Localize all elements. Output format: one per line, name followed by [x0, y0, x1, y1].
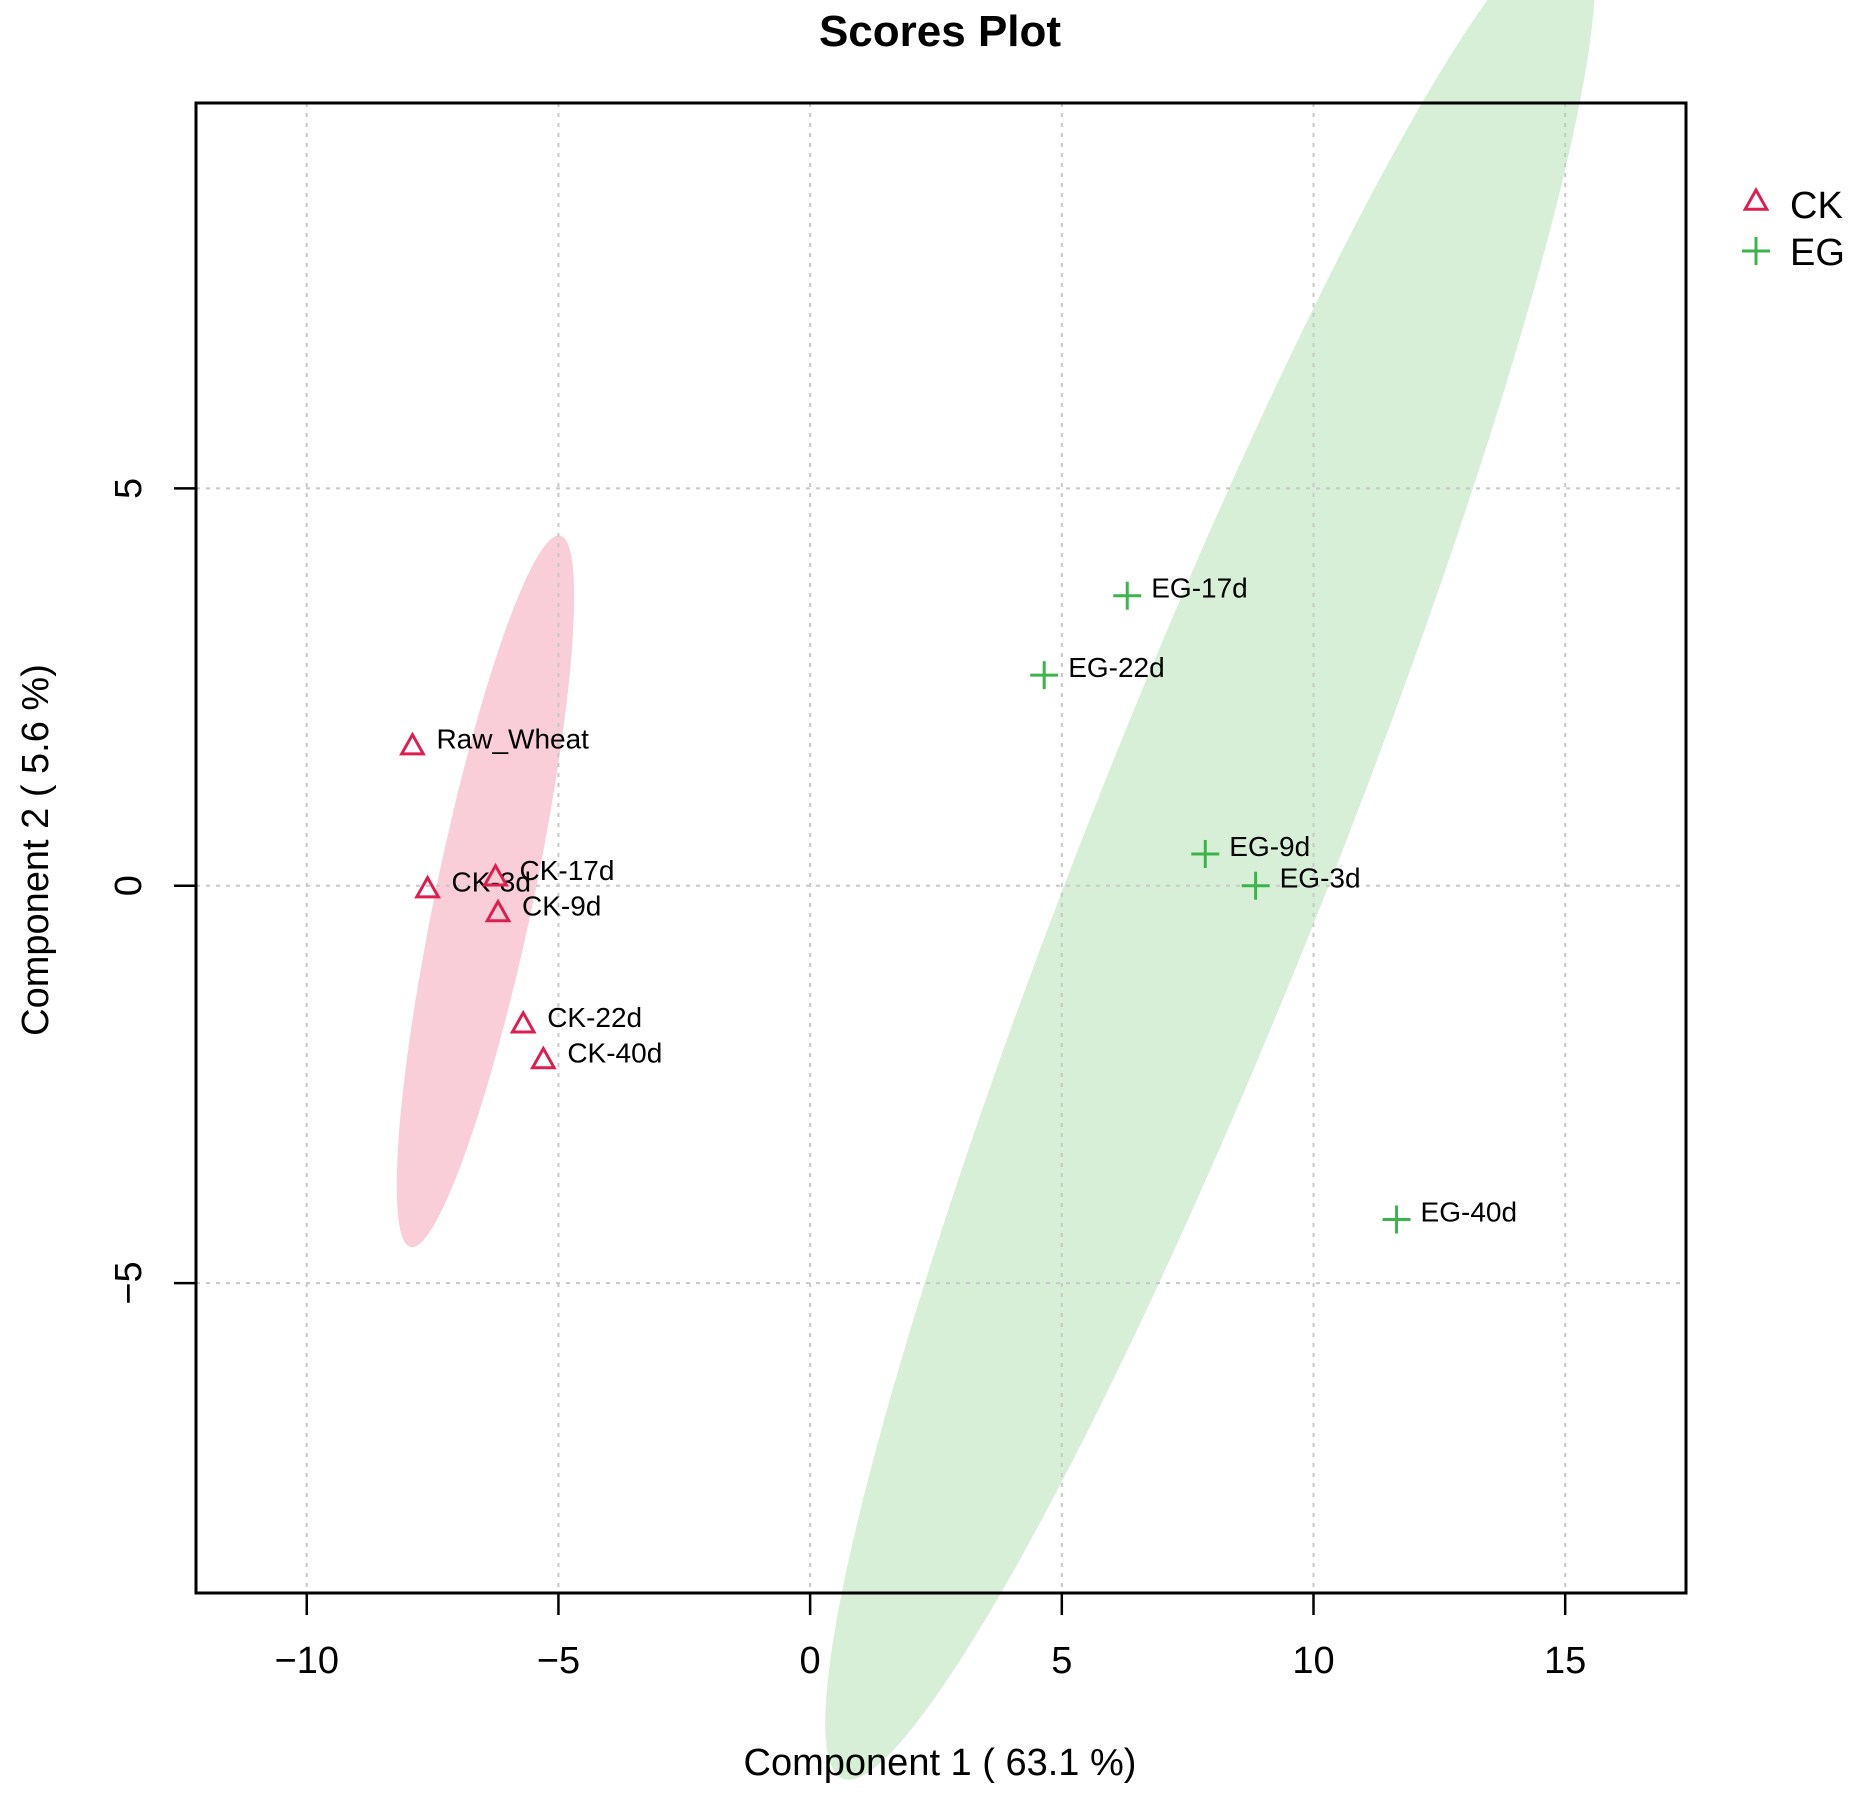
point-label-ck-17d: CK-17d [520, 855, 615, 886]
triangle-marker [484, 898, 512, 923]
triangle-marker [399, 731, 426, 756]
triangle-marker [509, 1009, 537, 1034]
x-tick-label: 5 [1051, 1640, 1072, 1682]
triangle-marker [1742, 186, 1770, 211]
x-axis: −10 −5 0 5 10 15 [275, 1593, 1586, 1682]
confidence-ellipses [396, 0, 1595, 1780]
plus-marker [1241, 871, 1270, 900]
point-label-eg-22d: EG-22d [1068, 652, 1165, 683]
plus-marker [1742, 237, 1770, 265]
point-label-ck-9d: CK-9d [522, 891, 601, 922]
point-label-eg-3d: EG-3d [1280, 863, 1361, 894]
legend: CK EG [1742, 185, 1845, 274]
y-tick-label: 5 [108, 478, 150, 499]
point-label-ck-40d: CK-40d [567, 1038, 662, 1069]
triangle-marker [414, 874, 441, 899]
x-tick-label: 0 [800, 1640, 821, 1682]
grid-lines [196, 103, 1686, 1593]
point-label-raw_wheat: Raw_Wheat [436, 724, 589, 755]
y-axis-label: Component 2 ( 5.6 %) [15, 664, 57, 1036]
x-axis-label: Component 1 ( 63.1 %) [744, 1742, 1137, 1784]
plus-marker [1191, 839, 1220, 868]
triangle-marker [482, 862, 509, 887]
plus-marker [1113, 581, 1142, 610]
point-label-eg-9d: EG-9d [1229, 831, 1310, 862]
ellipse-ck [396, 535, 575, 1248]
x-tick-label: 10 [1292, 1640, 1334, 1682]
legend-label-ck: CK [1790, 185, 1843, 227]
data-points: Raw_WheatCK-3dCK-17dCK-9dCK-22dCK-40dEG-… [399, 573, 1518, 1234]
chart-title: Scores Plot [819, 7, 1061, 56]
legend-label-eg: EG [1790, 232, 1845, 274]
x-tick-label: −5 [537, 1640, 580, 1682]
point-label-eg-40d: EG-40d [1421, 1197, 1518, 1228]
triangle-marker [529, 1045, 557, 1070]
plot-frame [194, 101, 1688, 1595]
y-tick-label: −5 [108, 1261, 150, 1304]
y-axis: −5 0 5 [108, 478, 196, 1305]
plus-marker [1382, 1205, 1411, 1234]
x-tick-label: 15 [1544, 1640, 1586, 1682]
point-label-ck-22d: CK-22d [547, 1002, 642, 1033]
y-tick-label: 0 [108, 875, 150, 896]
point-label-eg-17d: EG-17d [1151, 573, 1248, 604]
x-tick-label: −10 [275, 1640, 339, 1682]
ellipse-eg [825, 0, 1595, 1780]
plus-marker [1030, 661, 1059, 690]
